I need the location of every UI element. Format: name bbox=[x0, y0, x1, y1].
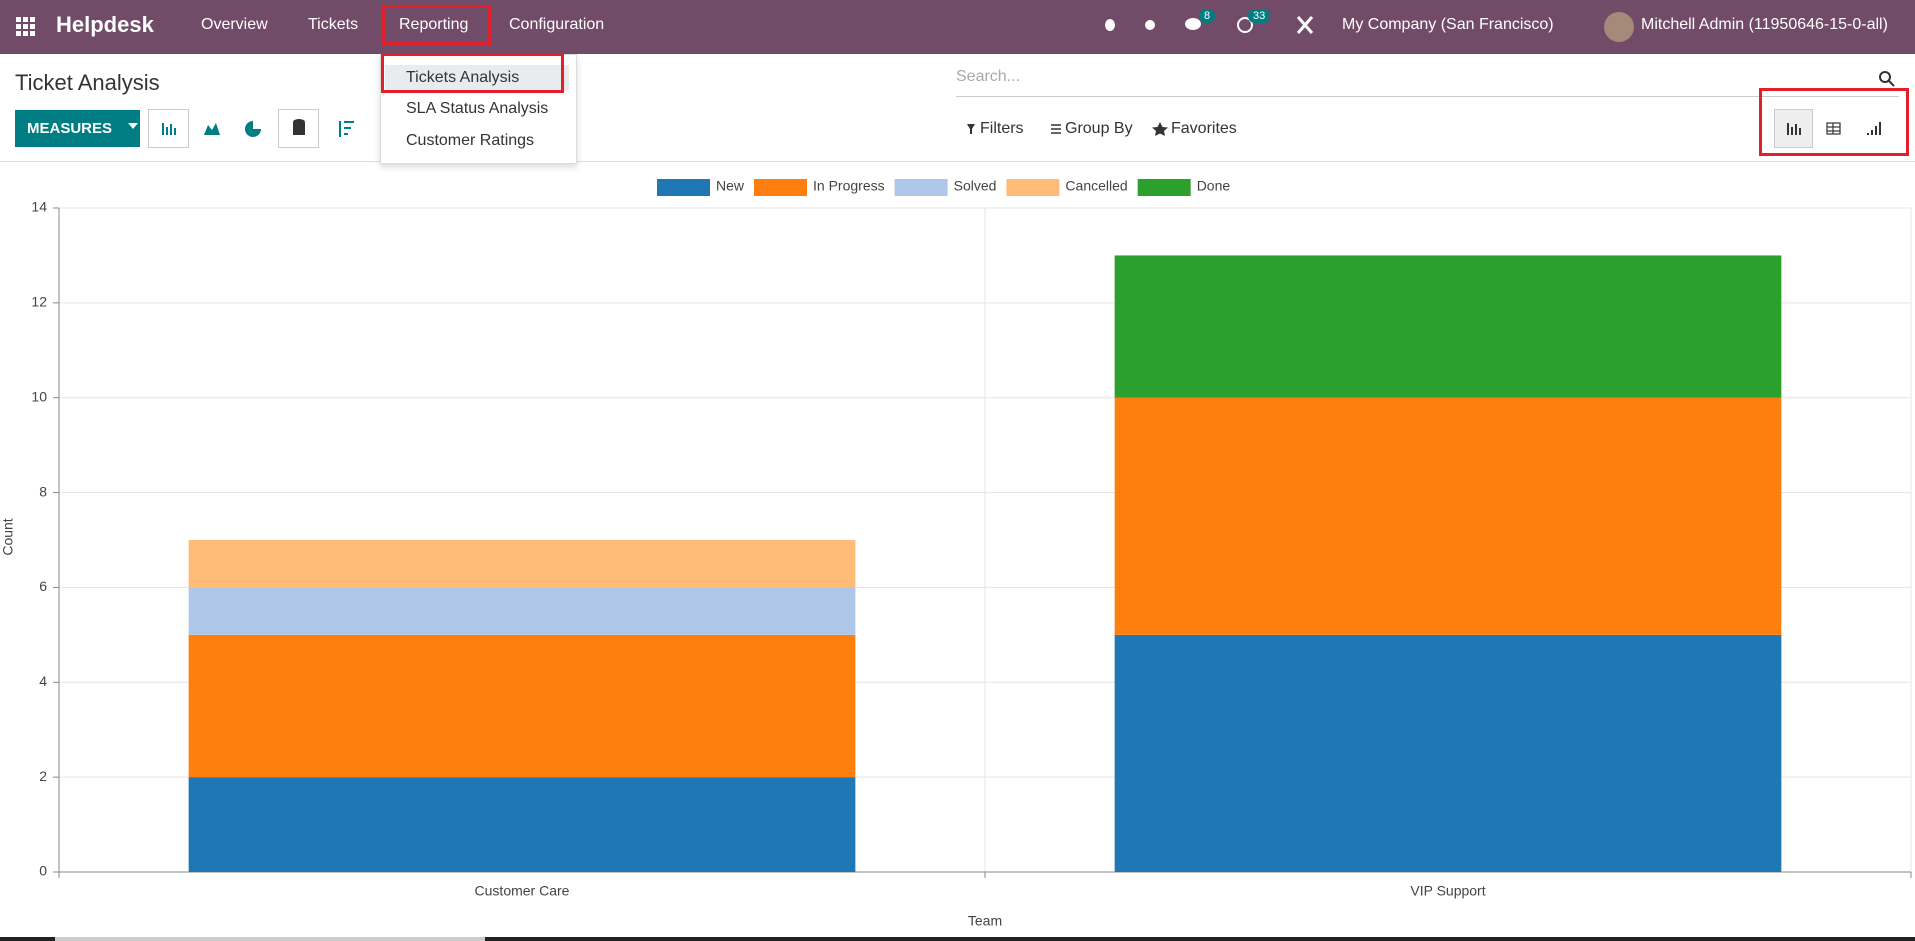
dropdown-item[interactable]: SLA Status Analysis bbox=[406, 100, 548, 118]
bar-segment bbox=[1115, 635, 1782, 872]
y-tick-label: 4 bbox=[39, 673, 47, 689]
search-underline bbox=[956, 96, 1899, 97]
legend-swatch bbox=[657, 179, 710, 196]
search-input[interactable]: Search... bbox=[956, 68, 1020, 86]
y-tick-label: 2 bbox=[39, 768, 47, 784]
y-tick-label: 14 bbox=[31, 199, 47, 215]
bar-segment bbox=[189, 635, 856, 777]
bar-segment bbox=[1115, 398, 1782, 635]
bar-segment bbox=[189, 587, 856, 634]
menu-item[interactable]: Tickets bbox=[308, 16, 358, 34]
avatar[interactable] bbox=[1604, 12, 1634, 42]
y-tick-label: 8 bbox=[39, 483, 47, 499]
bar-segment bbox=[189, 777, 856, 872]
y-tick-label: 6 bbox=[39, 578, 47, 594]
favorites[interactable]: Favorites bbox=[1171, 120, 1237, 138]
chart: Team Count 0 2 4 6 8 10 12 14 Customer Care VIP S… bbox=[0, 162, 1915, 937]
caret bbox=[128, 121, 140, 131]
search-icon[interactable] bbox=[1878, 70, 1896, 88]
legend-swatch bbox=[1138, 179, 1191, 196]
highlight bbox=[1759, 88, 1909, 156]
highlight bbox=[382, 5, 491, 45]
y-axis-label: Count bbox=[0, 518, 16, 555]
menu-item[interactable]: Overview bbox=[201, 16, 268, 34]
legend-swatch bbox=[1006, 179, 1059, 196]
measures-button[interactable]: MEASURES bbox=[15, 110, 140, 147]
app-name[interactable]: Helpdesk bbox=[56, 12, 154, 38]
user[interactable]: Mitchell Admin (11950646-15-0-all) bbox=[1641, 16, 1888, 34]
view-buttons[interactable] bbox=[148, 109, 378, 149]
badge: 33 bbox=[1248, 9, 1270, 23]
navbar: Helpdesk Overview Tickets Reporting Conf… bbox=[0, 0, 1915, 54]
bottom-bar bbox=[55, 937, 485, 941]
legend-label: Done bbox=[1197, 178, 1231, 194]
badge: 8 bbox=[1199, 9, 1215, 23]
legend-label: New bbox=[716, 178, 745, 194]
company[interactable]: My Company (San Francisco) bbox=[1342, 16, 1554, 34]
legend-swatch bbox=[895, 179, 948, 196]
x-tick-label: Customer Care bbox=[475, 883, 570, 899]
y-tick-label: 10 bbox=[31, 388, 47, 404]
filter-icons bbox=[964, 120, 1174, 138]
y-tick-label: 12 bbox=[31, 294, 47, 310]
legend-swatch bbox=[754, 179, 807, 196]
menu-item[interactable]: Configuration bbox=[509, 16, 604, 34]
highlight bbox=[381, 53, 564, 93]
x-tick-label: VIP Support bbox=[1410, 883, 1485, 899]
dropdown-item[interactable]: Customer Ratings bbox=[406, 132, 534, 150]
legend-label: Solved bbox=[954, 178, 997, 194]
bar-segment bbox=[189, 540, 856, 587]
x-axis-label: Team bbox=[968, 913, 1002, 929]
bar-segment bbox=[1115, 255, 1782, 397]
apps-icon[interactable] bbox=[16, 17, 36, 37]
legend-label: In Progress bbox=[813, 178, 885, 194]
y-tick-label: 0 bbox=[39, 863, 47, 879]
systray-icons bbox=[1100, 15, 1330, 41]
legend-label: Cancelled bbox=[1065, 178, 1127, 194]
page-title: Ticket Analysis bbox=[15, 70, 160, 96]
